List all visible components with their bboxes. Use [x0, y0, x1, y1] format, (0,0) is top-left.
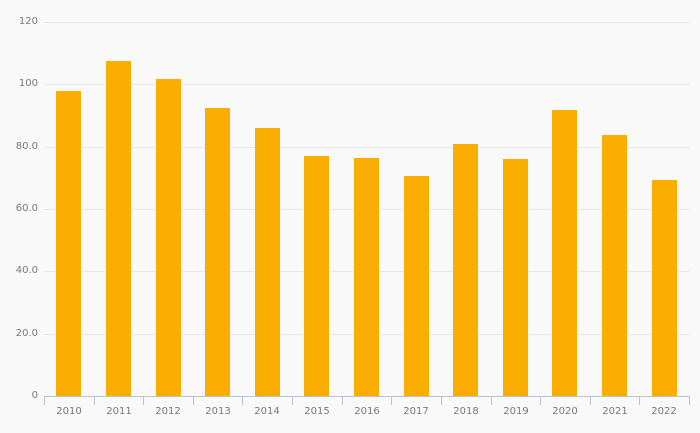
bar-2012[interactable] — [156, 79, 181, 396]
bar-2020[interactable] — [552, 110, 577, 396]
bar-2016[interactable] — [354, 158, 379, 396]
x-axis-label-2011: 2011 — [106, 406, 132, 417]
bar-2018[interactable] — [453, 144, 478, 396]
x-axis-tick — [143, 396, 144, 405]
x-axis-tick — [94, 396, 95, 405]
bar-2017[interactable] — [404, 176, 429, 396]
x-axis-tick — [689, 396, 690, 405]
bar-2022[interactable] — [652, 180, 677, 396]
bar-2011[interactable] — [106, 61, 131, 396]
gridline-120 — [44, 22, 689, 23]
bar-2019[interactable] — [503, 159, 528, 396]
x-axis-line — [44, 396, 690, 397]
x-axis-tick — [193, 396, 194, 405]
bar-2015[interactable] — [304, 156, 329, 396]
x-axis-label-2017: 2017 — [403, 406, 429, 417]
x-axis-tick — [292, 396, 293, 405]
bar-2014[interactable] — [255, 128, 280, 396]
gridline-80.0 — [44, 147, 689, 148]
y-axis-label-120: 120 — [18, 16, 38, 27]
x-axis-tick — [342, 396, 343, 405]
x-axis-label-2014: 2014 — [254, 406, 280, 417]
x-axis-tick — [540, 396, 541, 405]
x-axis-label-2016: 2016 — [354, 406, 380, 417]
bar-2021[interactable] — [602, 135, 627, 396]
x-axis-tick — [44, 396, 45, 405]
x-axis-label-2013: 2013 — [205, 406, 231, 417]
x-axis-tick — [590, 396, 591, 405]
y-axis-label-20.0: 20.0 — [15, 328, 38, 339]
x-axis-tick — [242, 396, 243, 405]
gridline-100 — [44, 84, 689, 85]
x-axis-label-2021: 2021 — [602, 406, 628, 417]
y-axis-label-40.0: 40.0 — [15, 265, 38, 276]
y-axis-label-60.0: 60.0 — [15, 203, 38, 214]
x-axis-tick — [491, 396, 492, 405]
x-axis-label-2018: 2018 — [453, 406, 479, 417]
x-axis-tick — [391, 396, 392, 405]
bar-2013[interactable] — [205, 108, 230, 396]
x-axis-tick — [639, 396, 640, 405]
x-axis-tick — [441, 396, 442, 405]
x-axis-label-2015: 2015 — [304, 406, 330, 417]
x-axis-label-2019: 2019 — [503, 406, 529, 417]
x-axis-label-2010: 2010 — [56, 406, 82, 417]
x-axis-label-2020: 2020 — [552, 406, 578, 417]
bar-2010[interactable] — [56, 91, 81, 396]
y-axis-label-100: 100 — [18, 78, 38, 89]
y-axis-label-0: 0 — [31, 390, 38, 401]
x-axis-label-2022: 2022 — [651, 406, 677, 417]
x-axis-label-2012: 2012 — [155, 406, 181, 417]
y-axis-label-80.0: 80.0 — [15, 141, 38, 152]
